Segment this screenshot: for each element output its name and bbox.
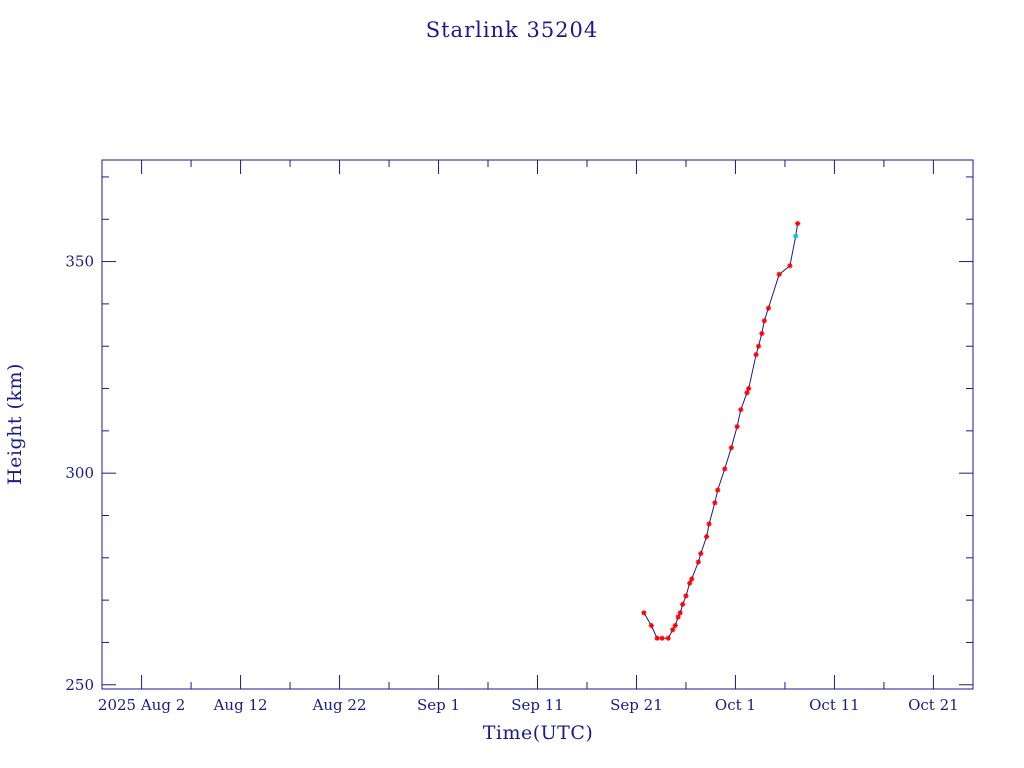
data-point-mark bbox=[722, 466, 727, 472]
series-markers bbox=[641, 220, 801, 641]
y-axis-tick-labels: 250 300 350 bbox=[65, 253, 94, 694]
data-point-mark bbox=[795, 221, 800, 226]
data-point bbox=[698, 550, 704, 557]
x-tick-label: Sep 11 bbox=[511, 696, 564, 714]
x-tick-label: Sep 1 bbox=[417, 696, 460, 714]
data-point bbox=[641, 610, 647, 616]
data-point-mark bbox=[670, 627, 676, 632]
data-point-mark bbox=[744, 390, 750, 396]
x-tick-label: Oct 1 bbox=[715, 696, 756, 714]
chart-title: Starlink 35204 bbox=[426, 18, 599, 42]
data-point bbox=[776, 271, 782, 277]
data-point bbox=[672, 622, 678, 629]
data-point-mark bbox=[759, 331, 765, 336]
data-point bbox=[765, 305, 772, 311]
y-axis-ticks bbox=[102, 176, 973, 686]
data-point-mark bbox=[787, 263, 793, 269]
data-point-mark bbox=[746, 386, 751, 391]
data-point bbox=[712, 500, 718, 506]
data-point bbox=[728, 445, 734, 451]
data-point bbox=[687, 580, 693, 586]
data-point bbox=[680, 601, 686, 607]
data-point bbox=[759, 330, 765, 337]
data-point-mark bbox=[675, 614, 681, 620]
series-line bbox=[643, 223, 799, 639]
x-axis-label: Time(UTC) bbox=[483, 722, 594, 744]
data-point bbox=[675, 614, 681, 620]
data-point bbox=[793, 233, 799, 239]
x-tick-label: Sep 21 bbox=[610, 696, 663, 714]
data-point bbox=[715, 487, 721, 493]
y-tick-label: 300 bbox=[65, 464, 94, 482]
data-point bbox=[703, 534, 710, 540]
data-point bbox=[689, 576, 695, 582]
data-point bbox=[665, 635, 671, 641]
x-tick-label: 2025 Aug 2 bbox=[98, 696, 185, 714]
data-point bbox=[648, 622, 654, 629]
data-point-mark bbox=[677, 610, 683, 616]
data-point-mark bbox=[649, 623, 654, 628]
data-point-mark bbox=[654, 635, 660, 641]
data-point-mark bbox=[683, 593, 689, 599]
y-tick-label: 250 bbox=[65, 676, 94, 694]
x-axis-tick-labels: 2025 Aug 2 Aug 12 Aug 22 Sep 1 Sep 11 Sep 21 O… bbox=[98, 696, 959, 714]
y-tick-label: 350 bbox=[65, 253, 94, 271]
data-point bbox=[683, 593, 689, 599]
data-point bbox=[722, 466, 728, 472]
data-point bbox=[755, 343, 762, 349]
data-point-mark bbox=[706, 521, 712, 527]
data-point-mark bbox=[696, 559, 701, 565]
data-point-mark bbox=[762, 318, 767, 324]
data-point-mark bbox=[734, 424, 740, 429]
data-point-mark bbox=[753, 352, 759, 357]
data-point-mark bbox=[672, 623, 678, 628]
x-tick-label: Aug 22 bbox=[312, 696, 367, 714]
x-tick-label: Oct 11 bbox=[809, 696, 860, 714]
data-point-mark bbox=[766, 305, 771, 311]
data-point bbox=[677, 610, 683, 616]
data-point-mark bbox=[689, 576, 694, 582]
data-point-mark bbox=[698, 551, 704, 556]
data-point bbox=[695, 559, 701, 565]
data-point-mark bbox=[756, 343, 761, 349]
data-point bbox=[670, 627, 676, 633]
data-point bbox=[761, 318, 767, 324]
data-point-mark bbox=[665, 635, 671, 641]
data-point-mark bbox=[641, 610, 647, 616]
data-point bbox=[746, 385, 752, 392]
y-axis-label: Height (km) bbox=[4, 363, 26, 485]
x-axis-ticks bbox=[141, 160, 934, 689]
data-point-mark bbox=[680, 602, 685, 607]
data-point bbox=[787, 263, 793, 269]
plot-frame bbox=[101, 159, 974, 690]
data-point bbox=[744, 390, 750, 396]
data-point-mark bbox=[729, 445, 734, 451]
data-point bbox=[734, 424, 740, 430]
x-tick-label: Oct 21 bbox=[908, 696, 959, 714]
data-point-mark bbox=[738, 407, 744, 412]
data-point-mark bbox=[776, 272, 782, 277]
data-point-mark bbox=[715, 487, 720, 493]
data-point bbox=[654, 635, 660, 641]
x-tick-label: Aug 12 bbox=[213, 696, 268, 714]
data-point-mark bbox=[793, 233, 798, 239]
data-point-mark bbox=[659, 635, 665, 641]
data-point bbox=[706, 521, 712, 527]
data-point-mark bbox=[712, 500, 718, 506]
data-point bbox=[753, 352, 759, 358]
data-point-mark bbox=[704, 534, 709, 539]
data-point-mark bbox=[687, 580, 692, 586]
data-point bbox=[659, 635, 665, 641]
data-point bbox=[738, 407, 744, 413]
data-point bbox=[795, 220, 801, 227]
